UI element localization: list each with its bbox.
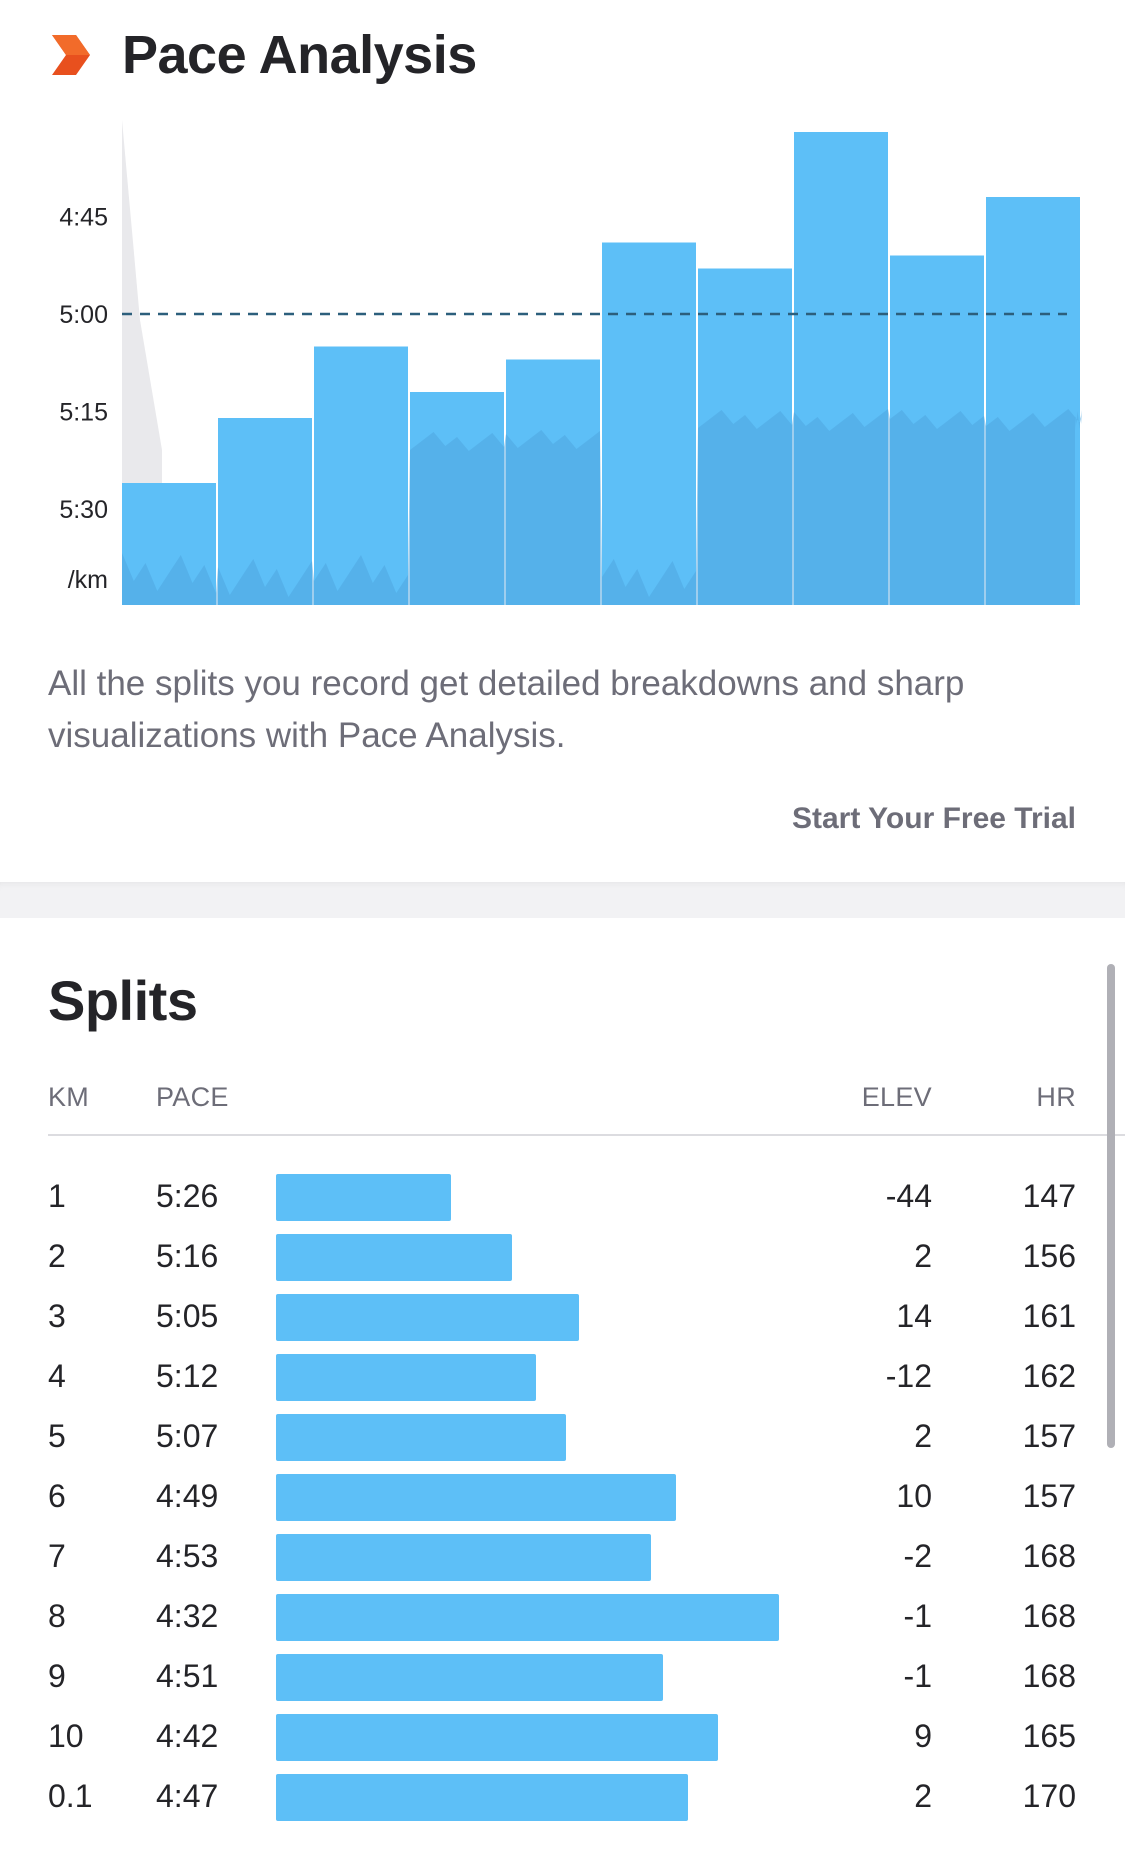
split-km: 5 xyxy=(48,1418,66,1454)
split-pace: 4:47 xyxy=(156,1778,219,1814)
split-pace: 5:12 xyxy=(156,1358,219,1394)
pace-bar xyxy=(276,1174,451,1221)
column-header-pace: PACE xyxy=(156,1082,229,1112)
split-elev: 2 xyxy=(914,1418,932,1454)
table-row: 4 5:12 -12 162 xyxy=(0,1346,1125,1406)
split-pace: 5:26 xyxy=(156,1178,219,1214)
split-hr: 170 xyxy=(1022,1778,1076,1814)
split-hr: 147 xyxy=(1022,1178,1076,1214)
pace-bar-6 xyxy=(602,242,696,605)
split-km: 3 xyxy=(48,1298,66,1334)
split-elev: 9 xyxy=(914,1718,932,1754)
table-row: 9 4:51 -1 168 xyxy=(0,1646,1125,1706)
table-row: 7 4:53 -2 168 xyxy=(0,1526,1125,1586)
column-header-km: KM xyxy=(48,1082,90,1112)
split-elev: -1 xyxy=(903,1658,932,1694)
split-pace: 4:42 xyxy=(156,1718,219,1754)
scrollbar[interactable] xyxy=(1107,964,1115,1448)
pace-detail-area xyxy=(122,409,1082,605)
split-elev: -12 xyxy=(885,1358,932,1394)
table-row: 3 5:05 14 161 xyxy=(0,1286,1125,1346)
table-row: 6 4:49 10 157 xyxy=(0,1466,1125,1526)
split-km: 9 xyxy=(48,1658,66,1694)
split-km: 2 xyxy=(48,1238,66,1274)
split-pace: 5:07 xyxy=(156,1418,219,1454)
pace-bar xyxy=(276,1354,536,1401)
split-elev: -2 xyxy=(903,1538,932,1574)
split-km: 4 xyxy=(48,1358,66,1394)
pace-bar xyxy=(276,1714,718,1761)
pace-analysis-card: Pace Analysis 4:45 5:00 5:15 5:30/km All th… xyxy=(0,0,1125,882)
pace-analysis-title: Pace Analysis xyxy=(122,25,477,85)
split-hr: 157 xyxy=(1022,1418,1076,1454)
pace-bar xyxy=(276,1534,651,1581)
split-km: 6 xyxy=(48,1478,66,1514)
split-hr: 157 xyxy=(1022,1478,1076,1514)
split-km: 7 xyxy=(48,1538,66,1574)
y-tick-label: 5:15 xyxy=(59,399,108,427)
table-row: 1 5:26 -44 147 xyxy=(0,1166,1125,1226)
split-km: 8 xyxy=(48,1598,66,1634)
y-tick-label: 4:45 xyxy=(59,204,108,232)
pace-analysis-description: All the splits you record get detailed b… xyxy=(48,664,965,755)
split-pace: 4:51 xyxy=(156,1658,219,1694)
y-tick-label: 5:30 xyxy=(59,496,108,524)
pace-analysis-chart: 4:45 5:00 5:15 5:30/km xyxy=(59,120,1082,605)
split-pace: 4:49 xyxy=(156,1478,219,1514)
table-row: 0.1 4:47 2 170 xyxy=(0,1766,1125,1826)
chevron-right-icon xyxy=(52,35,90,75)
section-gap xyxy=(0,882,1125,918)
pace-bar-2 xyxy=(218,418,312,605)
split-hr: 162 xyxy=(1022,1358,1076,1394)
split-elev: -44 xyxy=(885,1178,932,1214)
split-km: 0.1 xyxy=(48,1778,93,1814)
split-km: 1 xyxy=(48,1178,66,1214)
column-header-elev: ELEV xyxy=(861,1082,932,1112)
header-divider xyxy=(48,1134,1125,1136)
pace-analysis-header: Pace Analysis xyxy=(48,20,477,90)
pace-bar xyxy=(276,1294,579,1341)
table-row: 10 4:42 9 165 xyxy=(0,1706,1125,1766)
pace-bar xyxy=(276,1474,676,1521)
split-pace: 4:32 xyxy=(156,1598,219,1634)
split-pace: 5:16 xyxy=(156,1238,219,1274)
pace-bar xyxy=(276,1774,688,1821)
split-hr: 156 xyxy=(1022,1238,1076,1274)
split-hr: 168 xyxy=(1022,1538,1076,1574)
split-pace: 4:53 xyxy=(156,1538,219,1574)
table-row: 8 4:32 -1 168 xyxy=(0,1586,1125,1646)
split-hr: 165 xyxy=(1022,1718,1076,1754)
splits-title: Splits xyxy=(48,969,198,1032)
split-elev: 14 xyxy=(896,1298,932,1334)
start-free-trial-link[interactable]: Start Your Free Trial xyxy=(792,802,1076,835)
split-hr: 161 xyxy=(1022,1298,1076,1334)
pace-bar xyxy=(276,1414,566,1461)
pace-bar xyxy=(276,1594,779,1641)
splits-card: Splits KM PACE ELEV HR 1 5:26 -44 147 2 … xyxy=(0,918,1125,1853)
y-unit-label: /km xyxy=(68,566,108,594)
split-elev: -1 xyxy=(903,1598,932,1634)
split-pace: 5:05 xyxy=(156,1298,219,1334)
split-elev: 10 xyxy=(896,1478,932,1514)
split-elev: 2 xyxy=(914,1238,932,1274)
split-hr: 168 xyxy=(1022,1598,1076,1634)
column-header-hr: HR xyxy=(1036,1082,1076,1112)
y-tick-label: 5:00 xyxy=(59,301,108,329)
split-hr: 168 xyxy=(1022,1658,1076,1694)
split-km: 10 xyxy=(48,1718,84,1754)
table-row: 2 5:16 2 156 xyxy=(0,1226,1125,1286)
split-elev: 2 xyxy=(914,1778,932,1814)
table-row: 5 5:07 2 157 xyxy=(0,1406,1125,1466)
pace-bar xyxy=(276,1234,512,1281)
pace-bar xyxy=(276,1654,663,1701)
